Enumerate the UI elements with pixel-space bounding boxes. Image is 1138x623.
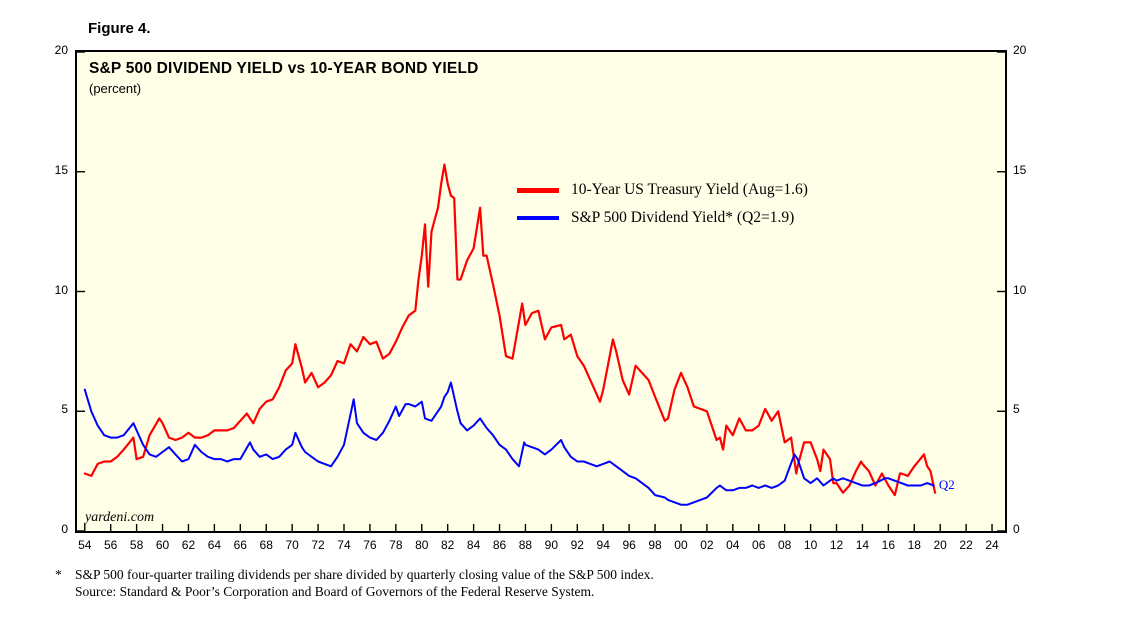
legend-item-1: S&P 500 Dividend Yield* (Q2=1.9) [517, 204, 808, 232]
x-tick-label: 80 [415, 538, 429, 552]
y-tick-label-right: 0 [1013, 522, 1020, 536]
series-line-0 [83, 163, 937, 497]
x-tick-label: 58 [129, 538, 144, 552]
x-tick-label: 02 [700, 538, 714, 552]
y-tick-label-left: 0 [61, 522, 68, 536]
x-tick-label: 88 [518, 538, 533, 552]
x-tick-label: 82 [440, 538, 455, 552]
x-tick-label: 78 [389, 538, 403, 552]
footnote-line1: S&P 500 four-quarter trailing dividends … [75, 567, 654, 582]
footnote-line2: Source: Standard & Poor’s Corporation an… [75, 584, 595, 599]
chart-title: S&P 500 DIVIDEND YIELD vs 10-YEAR BOND Y… [89, 60, 479, 77]
x-tick-label: 96 [622, 538, 636, 552]
x-tick-label: 16 [881, 538, 896, 552]
x-tick-label: 84 [466, 538, 481, 552]
x-tick-label: 72 [311, 538, 325, 552]
x-tick-label: 08 [777, 538, 792, 552]
x-tick-label: 00 [674, 538, 688, 552]
plot-svg [77, 52, 1005, 531]
y-tick-label-right: 5 [1013, 402, 1020, 417]
chart-subtitle: (percent) [89, 81, 142, 96]
x-tick-label: 98 [648, 538, 662, 552]
y-tick-label-left: 20 [54, 43, 68, 57]
x-tick-label: 62 [181, 538, 196, 552]
x-tick-label: 54 [78, 538, 92, 552]
x-tick-label: 06 [752, 538, 766, 552]
x-tick-label: 90 [544, 538, 559, 552]
y-tick-label-right: 15 [1013, 162, 1027, 177]
y-tick-label-right: 10 [1013, 282, 1027, 297]
x-tick-label: 10 [803, 538, 818, 552]
x-tick-label: 92 [570, 538, 584, 552]
annotation-q2: Q2 [938, 477, 955, 493]
legend-swatch-0 [517, 187, 559, 193]
chart-plot-area: S&P 500 DIVIDEND YIELD vs 10-YEAR BOND Y… [75, 50, 1007, 533]
y-tick-label-left: 15 [54, 162, 68, 177]
x-tick-label: 86 [492, 538, 507, 552]
x-tick-label: 24 [985, 538, 999, 552]
x-tick-label: 14 [855, 538, 870, 552]
y-tick-label-right: 20 [1013, 43, 1027, 57]
y-tick-label-left: 5 [61, 402, 68, 417]
watermark: yardeni.com [85, 510, 155, 525]
legend-label-1: S&P 500 Dividend Yield* (Q2=1.9) [571, 209, 795, 226]
x-tick-label: 22 [959, 538, 973, 552]
x-tick-label: 66 [233, 538, 247, 552]
footnote: * S&P 500 four-quarter trailing dividend… [55, 566, 654, 600]
x-tick-label: 74 [337, 538, 351, 552]
legend-item-0: 10-Year US Treasury Yield (Aug=1.6) [517, 176, 808, 204]
y-tick-label-left: 10 [54, 282, 68, 297]
x-tick-label: 20 [933, 538, 947, 552]
x-tick-label: 60 [155, 538, 170, 552]
legend: 10-Year US Treasury Yield (Aug=1.6) S&P 5… [517, 176, 808, 232]
x-tick-label: 64 [207, 538, 222, 552]
legend-label-0: 10-Year US Treasury Yield (Aug=1.6) [571, 181, 808, 198]
x-tick-label: 94 [596, 538, 610, 552]
x-tick-label: 70 [285, 538, 299, 552]
x-tick-label: 68 [259, 538, 273, 552]
x-tick-label: 18 [907, 538, 921, 552]
x-tick-label: 76 [363, 538, 377, 552]
footnote-marker: * [55, 567, 62, 582]
legend-swatch-1 [517, 216, 559, 220]
x-tick-label: 04 [726, 538, 740, 552]
series-line-1 [83, 381, 935, 506]
figure-label: Figure 4. [88, 20, 151, 37]
x-tick-label: 56 [104, 538, 118, 552]
x-tick-label: 12 [829, 538, 844, 552]
